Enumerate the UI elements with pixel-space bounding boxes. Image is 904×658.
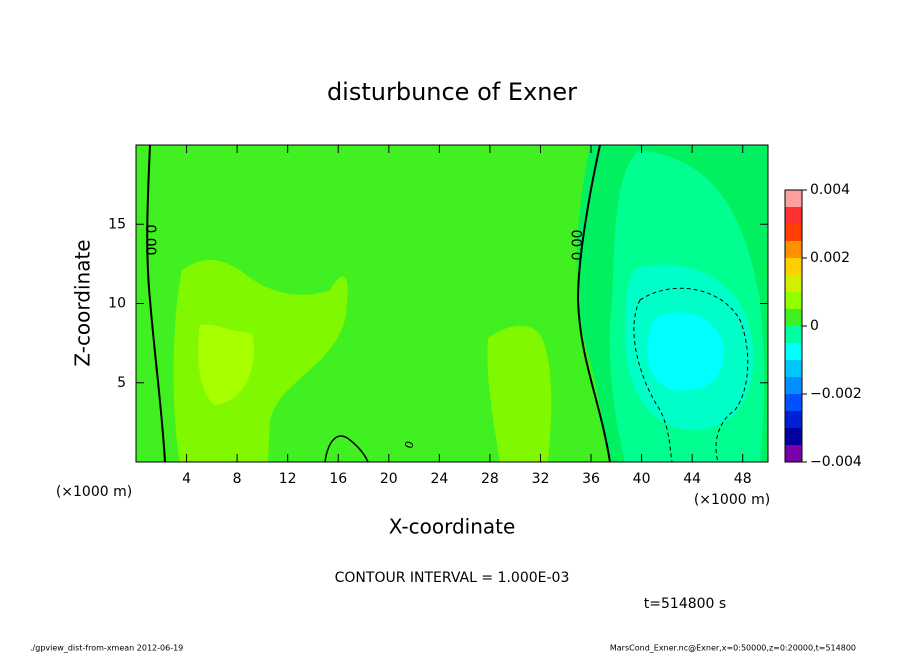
contour-interval: CONTOUR INTERVAL = 1.000E-03 — [335, 570, 570, 586]
x-tick-label: 40 — [633, 471, 651, 487]
x-unit-label: (×1000 m) — [56, 484, 132, 500]
colorbar-tick-label: 0.004 — [810, 182, 850, 198]
contour-label: 0.00 — [570, 229, 586, 260]
x-tick-label: 44 — [683, 471, 701, 487]
y-tick-label: 5 — [117, 375, 126, 391]
colorbar-band — [785, 326, 802, 343]
colorbar-band — [785, 241, 802, 258]
x-tick-label: 16 — [329, 471, 347, 487]
x-tick-label: 36 — [582, 471, 600, 487]
contour-lines — [146, 144, 749, 463]
colorbar-band — [785, 207, 802, 224]
x-tick-label: 28 — [481, 471, 499, 487]
colorbar-band — [785, 292, 802, 309]
colorbar-band — [785, 258, 802, 275]
colorbar-band — [785, 428, 802, 445]
x-axis-label: X-coordinate — [389, 515, 516, 539]
colorbar-band — [785, 309, 802, 326]
colorbar-band — [785, 377, 802, 394]
colorbar-band — [785, 343, 802, 360]
colorbar-tick-label: −0.004 — [810, 454, 862, 470]
contour-label: 0 — [402, 439, 417, 450]
y-tick-label: 10 — [108, 296, 126, 312]
x-tick-label: 4 — [182, 471, 191, 487]
colorbar-band — [785, 411, 802, 428]
chart-title: disturbunce of Exner — [327, 78, 577, 106]
colorbar-band — [785, 360, 802, 377]
x-unit-label: (×1000 m) — [694, 492, 770, 508]
colorbar-band — [785, 445, 802, 462]
colorbar-tick-label: 0.002 — [810, 250, 850, 266]
x-tick-label: 48 — [734, 471, 752, 487]
x-tick-label: 20 — [380, 471, 398, 487]
y-tick-label: 15 — [108, 216, 126, 232]
footer-left: ./gpview_dist-from-xmean 2012-06-19 — [30, 644, 183, 653]
x-tick-label: 24 — [430, 471, 448, 487]
x-tick-label: 12 — [279, 471, 297, 487]
footer-right: MarsCond_Exner.nc@Exner,x=0:50000,z=0:20… — [610, 644, 856, 653]
x-tick-label: 32 — [532, 471, 550, 487]
x-tick-label: 8 — [233, 471, 242, 487]
contour-field — [136, 145, 768, 462]
colorbar-band — [785, 275, 802, 292]
colorbar-tick-label: 0 — [810, 318, 819, 334]
time-label: t=514800 s — [644, 596, 726, 612]
colorbar-tick-label: −0.002 — [810, 386, 862, 402]
y-axis-label: Z-coordinate — [71, 239, 95, 366]
contour-label: 0.00 — [142, 224, 158, 255]
colorbar-band — [785, 394, 802, 411]
colorbar-band — [785, 224, 802, 241]
colorbar-band — [785, 190, 802, 207]
